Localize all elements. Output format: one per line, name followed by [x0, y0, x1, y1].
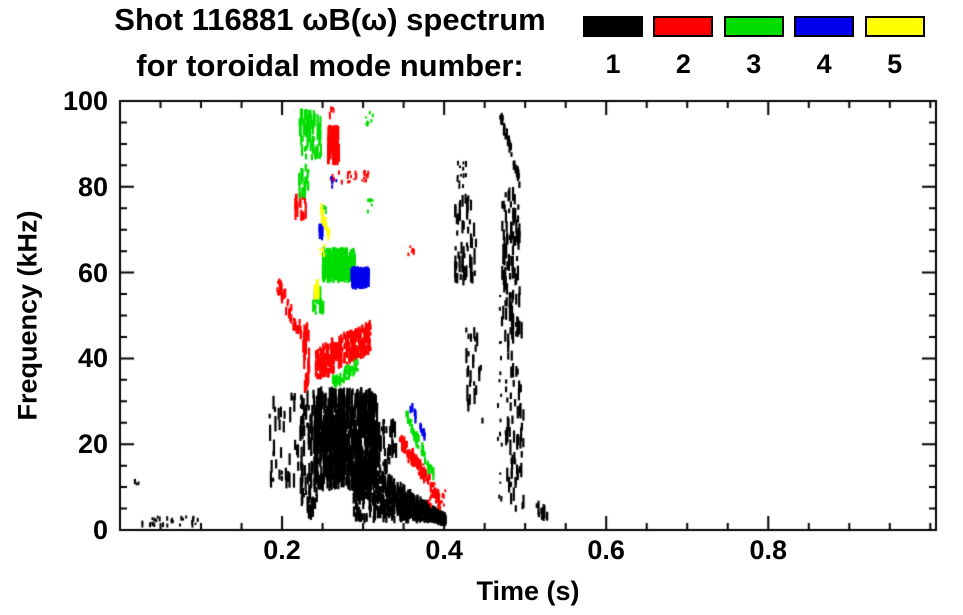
- legend-label: 3: [746, 49, 762, 79]
- legend-label: 5: [887, 49, 903, 79]
- legend-item-mode-3: 3: [723, 16, 784, 79]
- legend-swatch: [583, 16, 643, 37]
- x-tick-label: 0.4: [425, 535, 463, 565]
- y-tick-label: 0: [92, 515, 108, 545]
- legend-swatch: [723, 16, 784, 37]
- x-tick-label: 0.6: [587, 535, 625, 565]
- legend-item-mode-2: 2: [653, 16, 714, 79]
- x-axis-label: Time (s): [476, 576, 580, 606]
- legend-swatch: [653, 16, 714, 37]
- y-axis-label: Frequency (kHz): [12, 210, 43, 421]
- y-tick-label: 100: [62, 86, 108, 116]
- legend-swatch: [864, 16, 925, 37]
- chart-title-line1: Shot 116881 ωB(ω) spectrum: [114, 2, 546, 37]
- legend-item-mode-5: 5: [864, 16, 925, 79]
- chart-title-line2: for toroidal mode number:: [136, 48, 524, 83]
- y-tick-label: 40: [77, 343, 108, 374]
- chart-title: Shot 116881 ωB(ω) spectrum for toroidal …: [90, 2, 570, 84]
- legend-label: 1: [605, 49, 621, 79]
- legend-item-mode-4: 4: [794, 16, 855, 79]
- y-tick-label: 80: [77, 171, 108, 202]
- legend: 1 2 3 4 5: [583, 16, 963, 91]
- legend-label: 2: [675, 49, 691, 79]
- x-tick-label: 0.2: [263, 535, 301, 565]
- y-tick-label: 60: [77, 257, 108, 288]
- legend-swatch: [794, 16, 855, 37]
- legend-label: 4: [816, 49, 832, 79]
- x-tick-label: 0.8: [749, 535, 788, 565]
- y-tick-label: 20: [77, 429, 108, 460]
- legend-item-mode-1: 1: [583, 16, 643, 78]
